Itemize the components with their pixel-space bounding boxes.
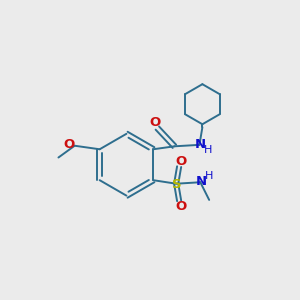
Text: O: O [175, 155, 186, 168]
Text: O: O [64, 138, 75, 151]
Text: N: N [195, 175, 206, 188]
Text: H: H [204, 145, 212, 155]
Text: O: O [149, 116, 161, 129]
Text: S: S [172, 178, 181, 190]
Text: N: N [194, 138, 206, 151]
Text: H: H [205, 171, 213, 182]
Text: O: O [175, 200, 186, 213]
